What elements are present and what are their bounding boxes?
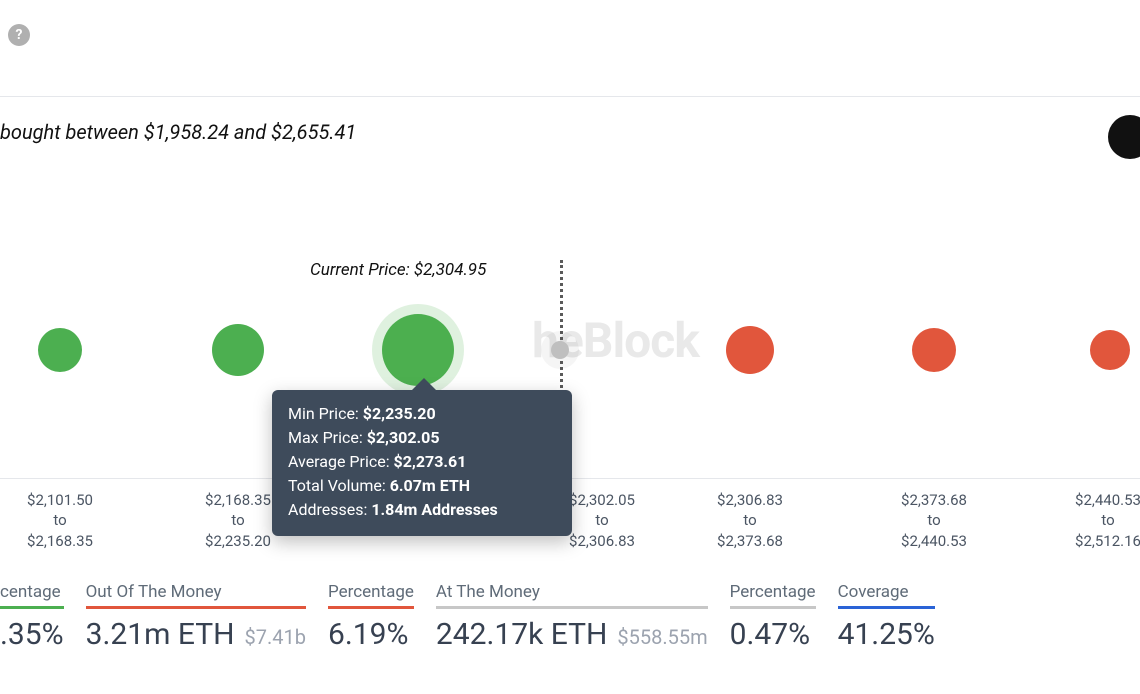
- bubble-tooltip: Min Price: $2,235.20Max Price: $2,302.05…: [272, 390, 572, 536]
- current-price-value: $2,304.95: [414, 260, 486, 280]
- subtitle: bought between $1,958.24 and $2,655.41: [0, 120, 356, 144]
- stat-block: Percentage 6.19%: [328, 582, 414, 652]
- stat-label: Out Of The Money: [86, 582, 306, 609]
- tooltip-row: Min Price: $2,235.20: [288, 402, 556, 426]
- bubble[interactable]: [212, 324, 264, 376]
- stat-block: Out Of The Money 3.21m ETH$7.41b: [86, 582, 306, 652]
- partial-badge: [1108, 115, 1140, 159]
- bubble[interactable]: [551, 341, 569, 359]
- bubble[interactable]: [382, 314, 454, 386]
- stat-block: Percentage 0.47%: [730, 582, 816, 652]
- axis-label: $2,373.68to$2,440.53: [874, 490, 994, 551]
- divider-top: [0, 96, 1140, 97]
- axis-label: $2,306.83to$2,373.68: [690, 490, 810, 551]
- stat-label: Percentage: [730, 582, 816, 609]
- tooltip-row: Total Volume: 6.07m ETH: [288, 474, 556, 498]
- bubble[interactable]: [912, 328, 956, 372]
- stat-value: 0.47%: [730, 617, 816, 652]
- bubble[interactable]: [726, 326, 774, 374]
- bubble-chart: [0, 300, 1140, 400]
- stat-value: 242.17k ETH$558.55m: [436, 617, 708, 652]
- stat-value: 41.25%: [838, 617, 935, 652]
- tooltip-row: Average Price: $2,273.61: [288, 450, 556, 474]
- stat-block: Coverage 41.25%: [838, 582, 935, 652]
- stats-row: centage .35% Out Of The Money 3.21m ETH$7.4…: [0, 582, 1140, 652]
- stat-label: At The Money: [436, 582, 708, 609]
- stat-label: centage: [0, 582, 64, 609]
- bubble[interactable]: [38, 328, 82, 372]
- tooltip-row: Max Price: $2,302.05: [288, 426, 556, 450]
- axis-label: $2,101.50to$2,168.35: [0, 490, 120, 551]
- stat-value: .35%: [0, 617, 64, 652]
- tooltip-row: Addresses: 1.84m Addresses: [288, 498, 556, 522]
- axis-label: $2,440.53to$2,512.16: [1048, 490, 1140, 551]
- bubble[interactable]: [1090, 330, 1130, 370]
- stat-block: centage .35%: [0, 582, 64, 652]
- stat-block: At The Money 242.17k ETH$558.55m: [436, 582, 708, 652]
- stat-value: 6.19%: [328, 617, 414, 652]
- current-price-label-text: Current Price:: [310, 260, 410, 280]
- stat-value: 3.21m ETH$7.41b: [86, 617, 306, 652]
- stat-label: Coverage: [838, 582, 935, 609]
- stat-label: Percentage: [328, 582, 414, 609]
- help-icon[interactable]: ?: [8, 24, 30, 46]
- current-price-label: Current Price: $2,304.95: [310, 260, 486, 280]
